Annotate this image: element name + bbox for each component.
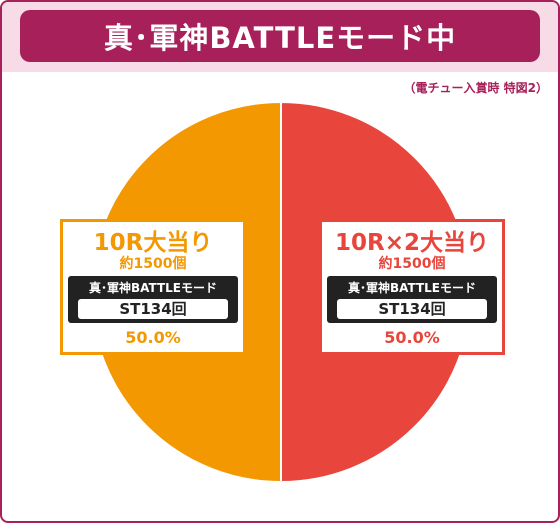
- slice-left-head: 10R大当り: [93, 230, 213, 256]
- title-band: 真･軍神BATTLEモード中: [2, 2, 558, 72]
- slice-right-percent: 50.0%: [384, 328, 440, 347]
- page-title: 真･軍神BATTLEモード中: [20, 10, 540, 62]
- slice-left-balls: 約1500個: [119, 256, 187, 272]
- slice-right-st: ST134回: [337, 299, 487, 319]
- slice-right-mode: 真･軍神BATTLEモード: [348, 281, 476, 295]
- slice-left-percent: 50.0%: [125, 328, 181, 347]
- slice-label-right: 10R×2大当り 約1500個 真･軍神BATTLEモード ST134回 50.…: [319, 219, 505, 355]
- slice-right-mode-plate: 真･軍神BATTLEモード ST134回: [327, 276, 497, 323]
- slice-left-st: ST134回: [78, 299, 228, 319]
- slice-left-mode-plate: 真･軍神BATTLEモード ST134回: [68, 276, 238, 323]
- slice-right-balls: 約1500個: [378, 256, 446, 272]
- slice-label-left: 10R大当り 約1500個 真･軍神BATTLEモード ST134回 50.0%: [60, 219, 246, 355]
- slice-left-mode: 真･軍神BATTLEモード: [89, 281, 217, 295]
- slice-right-head: 10R×2大当り: [335, 230, 489, 256]
- condition-note: （電チュー入賞時 特図2）: [403, 81, 548, 95]
